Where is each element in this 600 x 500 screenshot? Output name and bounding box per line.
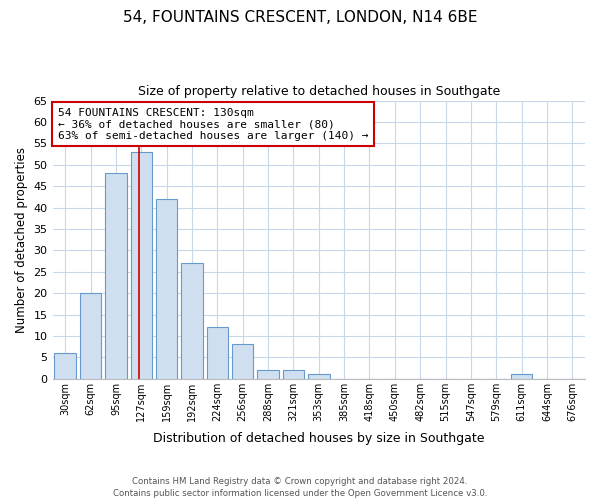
Bar [105,174,127,378]
Text: Contains HM Land Registry data © Crown copyright and database right 2024.
Contai: Contains HM Land Registry data © Crown c… [113,476,487,498]
Bar [181,263,203,378]
Text: 54, FOUNTAINS CRESCENT, LONDON, N14 6BE: 54, FOUNTAINS CRESCENT, LONDON, N14 6BE [123,10,477,25]
Bar [511,374,532,378]
Bar [206,328,228,378]
Bar [55,353,76,378]
Text: 54 FOUNTAINS CRESCENT: 130sqm
← 36% of detached houses are smaller (80)
63% of s: 54 FOUNTAINS CRESCENT: 130sqm ← 36% of d… [58,108,368,140]
Title: Size of property relative to detached houses in Southgate: Size of property relative to detached ho… [137,85,500,98]
Bar [156,199,178,378]
Bar [232,344,253,378]
Bar [257,370,279,378]
Y-axis label: Number of detached properties: Number of detached properties [15,146,28,332]
Bar [283,370,304,378]
Bar [80,293,101,378]
Bar [131,152,152,378]
Bar [308,374,329,378]
X-axis label: Distribution of detached houses by size in Southgate: Distribution of detached houses by size … [153,432,485,445]
